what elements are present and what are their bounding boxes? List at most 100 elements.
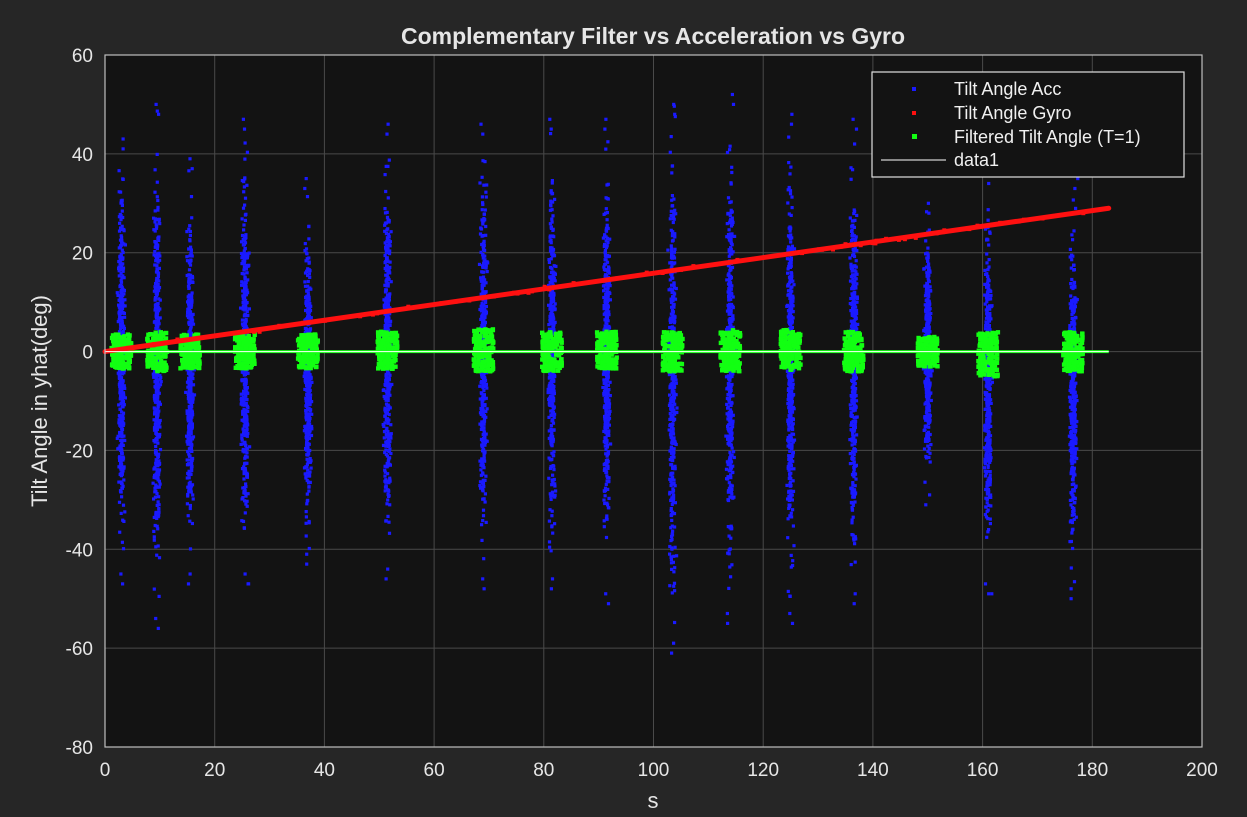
acc-point <box>121 332 125 336</box>
acc-point <box>155 425 159 429</box>
acc-point <box>552 373 557 377</box>
acc-point <box>155 278 159 282</box>
acc-point <box>156 274 160 279</box>
acc-point <box>669 209 673 213</box>
acc-point <box>119 218 123 222</box>
acc-point <box>551 375 555 379</box>
acc-point <box>603 283 607 287</box>
acc-point <box>731 325 735 329</box>
acc-point <box>386 404 390 408</box>
acc-point <box>244 301 248 305</box>
acc-point <box>481 497 485 501</box>
acc-point <box>117 456 121 460</box>
acc-point <box>308 269 312 273</box>
acc-point <box>245 418 249 422</box>
acc-point <box>189 490 193 494</box>
acc-point <box>727 318 731 322</box>
acc-point <box>385 502 389 506</box>
acc-point <box>152 497 156 501</box>
acc-point <box>306 441 310 446</box>
acc-point <box>153 298 157 302</box>
acc-point <box>726 621 730 625</box>
acc-point <box>306 279 310 284</box>
acc-point <box>550 509 554 513</box>
acc-point <box>727 481 731 485</box>
acc-point <box>548 466 553 471</box>
acc-point <box>548 508 552 512</box>
acc-point <box>306 374 311 378</box>
acc-point <box>605 322 609 326</box>
acc-point <box>306 406 310 410</box>
acc-point <box>387 494 391 498</box>
acc-point <box>244 485 248 489</box>
acc-point <box>308 328 312 332</box>
acc-point <box>185 434 189 438</box>
acc-point <box>672 256 677 260</box>
acc-point <box>603 263 607 267</box>
acc-point <box>121 137 125 141</box>
acc-point <box>120 410 124 414</box>
acc-point <box>383 479 387 483</box>
acc-point <box>387 437 391 442</box>
acc-point <box>672 319 676 323</box>
acc-point <box>482 436 486 440</box>
acc-point <box>244 502 248 506</box>
acc-point <box>240 240 244 244</box>
acc-point <box>485 270 489 274</box>
acc-point <box>552 321 556 325</box>
acc-point <box>549 226 553 230</box>
acc-point <box>606 388 610 392</box>
acc-point <box>158 254 162 258</box>
acc-point <box>672 570 676 574</box>
acc-point <box>602 391 606 396</box>
acc-point <box>483 459 487 463</box>
acc-point <box>240 398 245 402</box>
acc-point <box>188 462 192 466</box>
acc-point <box>724 434 728 438</box>
acc-point <box>484 281 488 285</box>
acc-point <box>154 458 158 462</box>
acc-point <box>671 427 675 431</box>
acc-point <box>387 462 391 466</box>
acc-point <box>483 310 487 314</box>
acc-point <box>607 496 611 500</box>
acc-point <box>240 519 244 523</box>
acc-point <box>605 501 609 505</box>
acc-point <box>482 419 486 423</box>
acc-point <box>672 197 676 201</box>
acc-point <box>245 404 249 408</box>
acc-point <box>241 237 245 241</box>
acc-point <box>119 234 123 238</box>
acc-point <box>153 209 157 213</box>
acc-point <box>387 450 391 454</box>
acc-point <box>387 277 391 282</box>
acc-point <box>670 425 674 429</box>
acc-point <box>118 407 122 411</box>
acc-point <box>152 538 156 542</box>
acc-point <box>480 488 485 492</box>
acc-point <box>155 267 159 271</box>
acc-point <box>730 232 734 236</box>
acc-point <box>478 484 482 488</box>
acc-point <box>481 398 485 402</box>
acc-point <box>307 237 311 241</box>
acc-point <box>603 327 607 332</box>
acc-point <box>484 432 488 436</box>
acc-point <box>483 443 487 447</box>
acc-point <box>245 451 249 455</box>
acc-point <box>728 378 732 382</box>
acc-point <box>155 374 159 378</box>
acc-point <box>304 521 308 525</box>
acc-point <box>669 507 673 511</box>
acc-point <box>157 556 162 560</box>
acc-point <box>387 412 391 417</box>
acc-point <box>550 478 554 482</box>
acc-point <box>122 304 126 308</box>
acc-point <box>185 230 189 234</box>
acc-point <box>547 476 551 480</box>
acc-point <box>122 276 126 280</box>
acc-point <box>119 272 123 276</box>
acc-point <box>551 270 555 274</box>
acc-point <box>303 242 307 246</box>
acc-point <box>549 288 553 292</box>
